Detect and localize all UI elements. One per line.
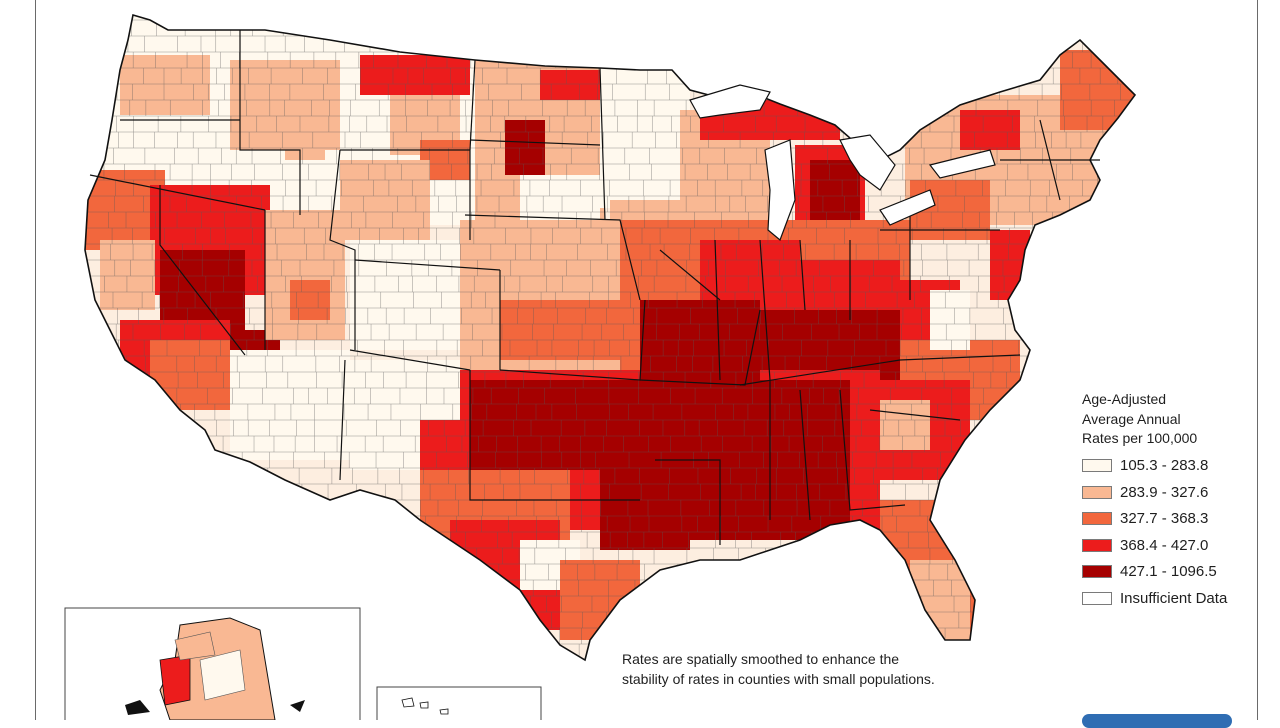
- legend-swatch: [1082, 485, 1112, 499]
- legend-label: 427.1 - 1096.5: [1120, 563, 1217, 581]
- legend-label: Insufficient Data: [1120, 589, 1228, 607]
- legend-swatch: [1082, 512, 1112, 526]
- legend-item: 427.1 - 1096.5: [1082, 559, 1272, 586]
- legend-label: 105.3 - 283.8: [1120, 457, 1209, 475]
- legend-title-line: Age-Adjusted: [1082, 391, 1167, 407]
- legend-label: 283.9 - 327.6: [1120, 483, 1209, 501]
- legend-title: Age-Adjusted Average Annual Rates per 10…: [1082, 390, 1272, 449]
- great-lakes: [689, 84, 996, 242]
- county-lines: [85, 19, 1135, 660]
- smoothing-footnote: Rates are spatially smoothed to enhance …: [622, 651, 935, 687]
- right-frame-line: [1257, 0, 1258, 720]
- alaska-inset: [64, 607, 361, 720]
- legend-label: 368.4 - 427.0: [1120, 536, 1209, 554]
- legend: Age-Adjusted Average Annual Rates per 10…: [1082, 390, 1272, 612]
- legend-title-line: Average Annual: [1082, 410, 1181, 427]
- legend-swatch: [1082, 565, 1112, 579]
- legend-item: 368.4 - 427.0: [1082, 532, 1272, 559]
- hawaii-inset: [376, 686, 542, 720]
- legend-label: 327.7 - 368.3: [1120, 510, 1209, 528]
- legend-swatch: [1082, 459, 1112, 473]
- legend-item: 105.3 - 283.8: [1082, 453, 1272, 480]
- legend-item: 327.7 - 368.3: [1082, 506, 1272, 533]
- partial-blue-button[interactable]: [1082, 714, 1232, 728]
- state-borders: [89, 30, 1100, 545]
- legend-swatch: [1082, 591, 1112, 605]
- legend-title-line: Rates per 100,000: [1082, 430, 1198, 446]
- legend-swatch: [1082, 538, 1112, 552]
- left-frame-line: [35, 0, 36, 720]
- legend-item: 283.9 - 327.6: [1082, 479, 1272, 506]
- legend-item: Insufficient Data: [1082, 585, 1272, 612]
